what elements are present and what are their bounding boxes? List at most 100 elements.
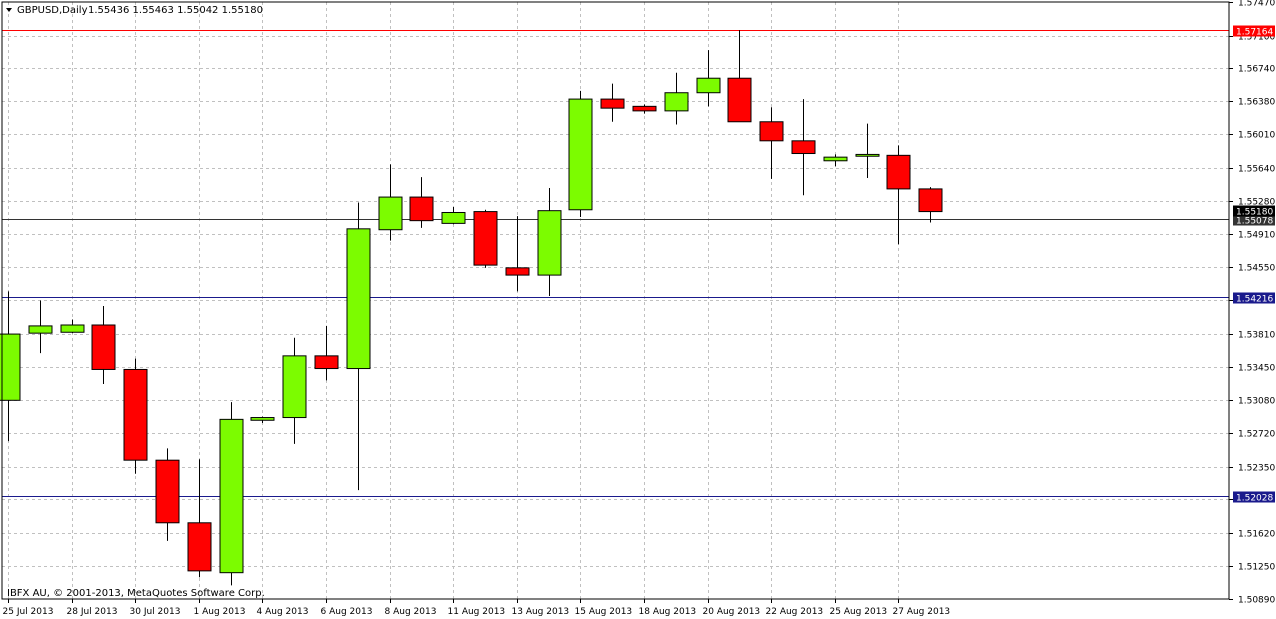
candle-body	[187, 522, 212, 572]
y-tick-label: 1.51620	[1238, 530, 1275, 540]
bull-candle	[28, 300, 53, 354]
bear-candle	[187, 459, 212, 578]
time-axis: 25 Jul 2013 28 Jul 2013 30 Jul 2013 1 Aug 2…	[3, 599, 951, 617]
candle-body	[250, 417, 275, 421]
bear-candle	[473, 209, 498, 268]
price-axis: 1.57470 1.57100 1.56740 1.56380 1.56010 1.556…	[1229, 0, 1275, 606]
bull-candle	[696, 50, 721, 107]
x-tick-label: 4 Aug 2013	[257, 607, 309, 617]
x-tick-label: 25 Jul 2013	[3, 607, 54, 617]
bull-candle	[0, 291, 21, 442]
bull-candle	[823, 154, 848, 167]
y-tick-label: 1.56010	[1238, 131, 1275, 141]
bear-candle	[505, 216, 530, 292]
candle-body	[791, 140, 816, 155]
y-tick-label: 1.54550	[1238, 264, 1275, 274]
candle-body	[568, 98, 593, 211]
bull-candle	[568, 90, 593, 218]
x-tick-label: 11 Aug 2013	[448, 607, 506, 617]
candle-body	[727, 77, 752, 123]
y-tick-label: 1.57470	[1238, 0, 1275, 9]
y-tick-label: 1.53810	[1238, 331, 1275, 341]
candle-body	[123, 368, 148, 461]
bull-candle	[664, 72, 689, 125]
candle-body	[0, 333, 21, 401]
bear-candle	[91, 305, 116, 384]
candle-body	[473, 211, 498, 266]
ohlc-label: 1.55436 1.55463 1.55042 1.55180	[88, 5, 263, 16]
candles	[0, 30, 943, 586]
x-tick-label: 6 Aug 2013	[321, 607, 373, 617]
bear-candle	[632, 104, 657, 114]
y-tick-label: 1.55640	[1238, 165, 1275, 175]
bid-price-tag	[1233, 205, 1275, 217]
bull-candle	[378, 164, 403, 241]
bear-candle	[155, 448, 180, 541]
candle-body	[60, 324, 85, 333]
y-tick-label: 1.53450	[1238, 364, 1275, 374]
candle-body	[600, 98, 625, 109]
bear-candle	[759, 107, 784, 179]
y-tick-label: 1.55280	[1238, 198, 1275, 208]
candle-body	[886, 154, 911, 190]
x-tick-label: 27 Aug 2013	[893, 607, 951, 617]
y-tick-label: 1.54910	[1238, 231, 1275, 241]
candle-body	[855, 153, 880, 157]
bull-candle	[537, 187, 562, 296]
candle-body	[346, 228, 371, 370]
bid-price-tag-label: 1.55180	[1236, 208, 1273, 218]
grid-lines	[2, 2, 1229, 599]
symbol-label: GBPUSD,Daily	[17, 5, 88, 16]
y-tick-label: 1.52720	[1238, 430, 1275, 440]
chart-menu-triangle-icon[interactable]	[6, 8, 12, 12]
x-tick-label: 1 Aug 2013	[194, 607, 246, 617]
x-tick-label: 30 Jul 2013	[130, 607, 181, 617]
y-tick-label: 1.51250	[1238, 563, 1275, 573]
candle-body	[696, 77, 721, 94]
bear-candle	[886, 145, 911, 245]
candle-body	[441, 211, 466, 224]
level-tag-label: 1.55078	[1236, 217, 1273, 227]
y-tick-label: 1.52350	[1238, 464, 1275, 474]
bear-candle	[600, 83, 625, 122]
x-tick-label: 8 Aug 2013	[385, 607, 437, 617]
level-tag	[1233, 214, 1275, 226]
bear-candle	[727, 30, 752, 123]
bull-candle	[60, 319, 85, 334]
chart-header: GBPUSD,Daily 1.55436 1.55463 1.55042 1.5…	[6, 5, 263, 16]
x-tick-label: 25 Aug 2013	[830, 607, 888, 617]
bull-candle	[282, 337, 307, 444]
y-tick-label: 1.57100	[1238, 33, 1275, 43]
y-tick-label: 1.56740	[1238, 65, 1275, 75]
bear-candle	[123, 358, 148, 474]
candle-body	[282, 355, 307, 419]
candle-body	[759, 121, 784, 142]
bear-candle	[409, 177, 434, 228]
candle-body	[219, 418, 244, 574]
bear-candle	[314, 325, 339, 381]
candle-body	[314, 355, 339, 370]
y-tick-label: 1.56380	[1238, 98, 1275, 108]
x-tick-label: 28 Jul 2013	[67, 607, 118, 617]
candle-body	[91, 324, 116, 370]
x-tick-label: 15 Aug 2013	[575, 607, 633, 617]
horizontal-level-lines	[2, 30, 1229, 497]
bear-candle	[791, 99, 816, 196]
candle-body	[378, 196, 403, 231]
level-tag-label: 1.52028	[1236, 494, 1273, 504]
bull-candle	[855, 123, 880, 179]
candle-body	[823, 156, 848, 162]
bear-candle	[918, 187, 943, 223]
bull-candle	[219, 402, 244, 586]
level-tag	[1233, 491, 1275, 503]
bull-candle	[441, 207, 466, 225]
level-tag-label: 1.57164	[1236, 28, 1273, 38]
candle-body	[28, 325, 53, 334]
x-tick-label: 22 Aug 2013	[766, 607, 824, 617]
level-tag	[1233, 292, 1275, 304]
candle-body	[664, 92, 689, 112]
bull-candle	[346, 202, 371, 491]
candle-body	[409, 196, 434, 222]
